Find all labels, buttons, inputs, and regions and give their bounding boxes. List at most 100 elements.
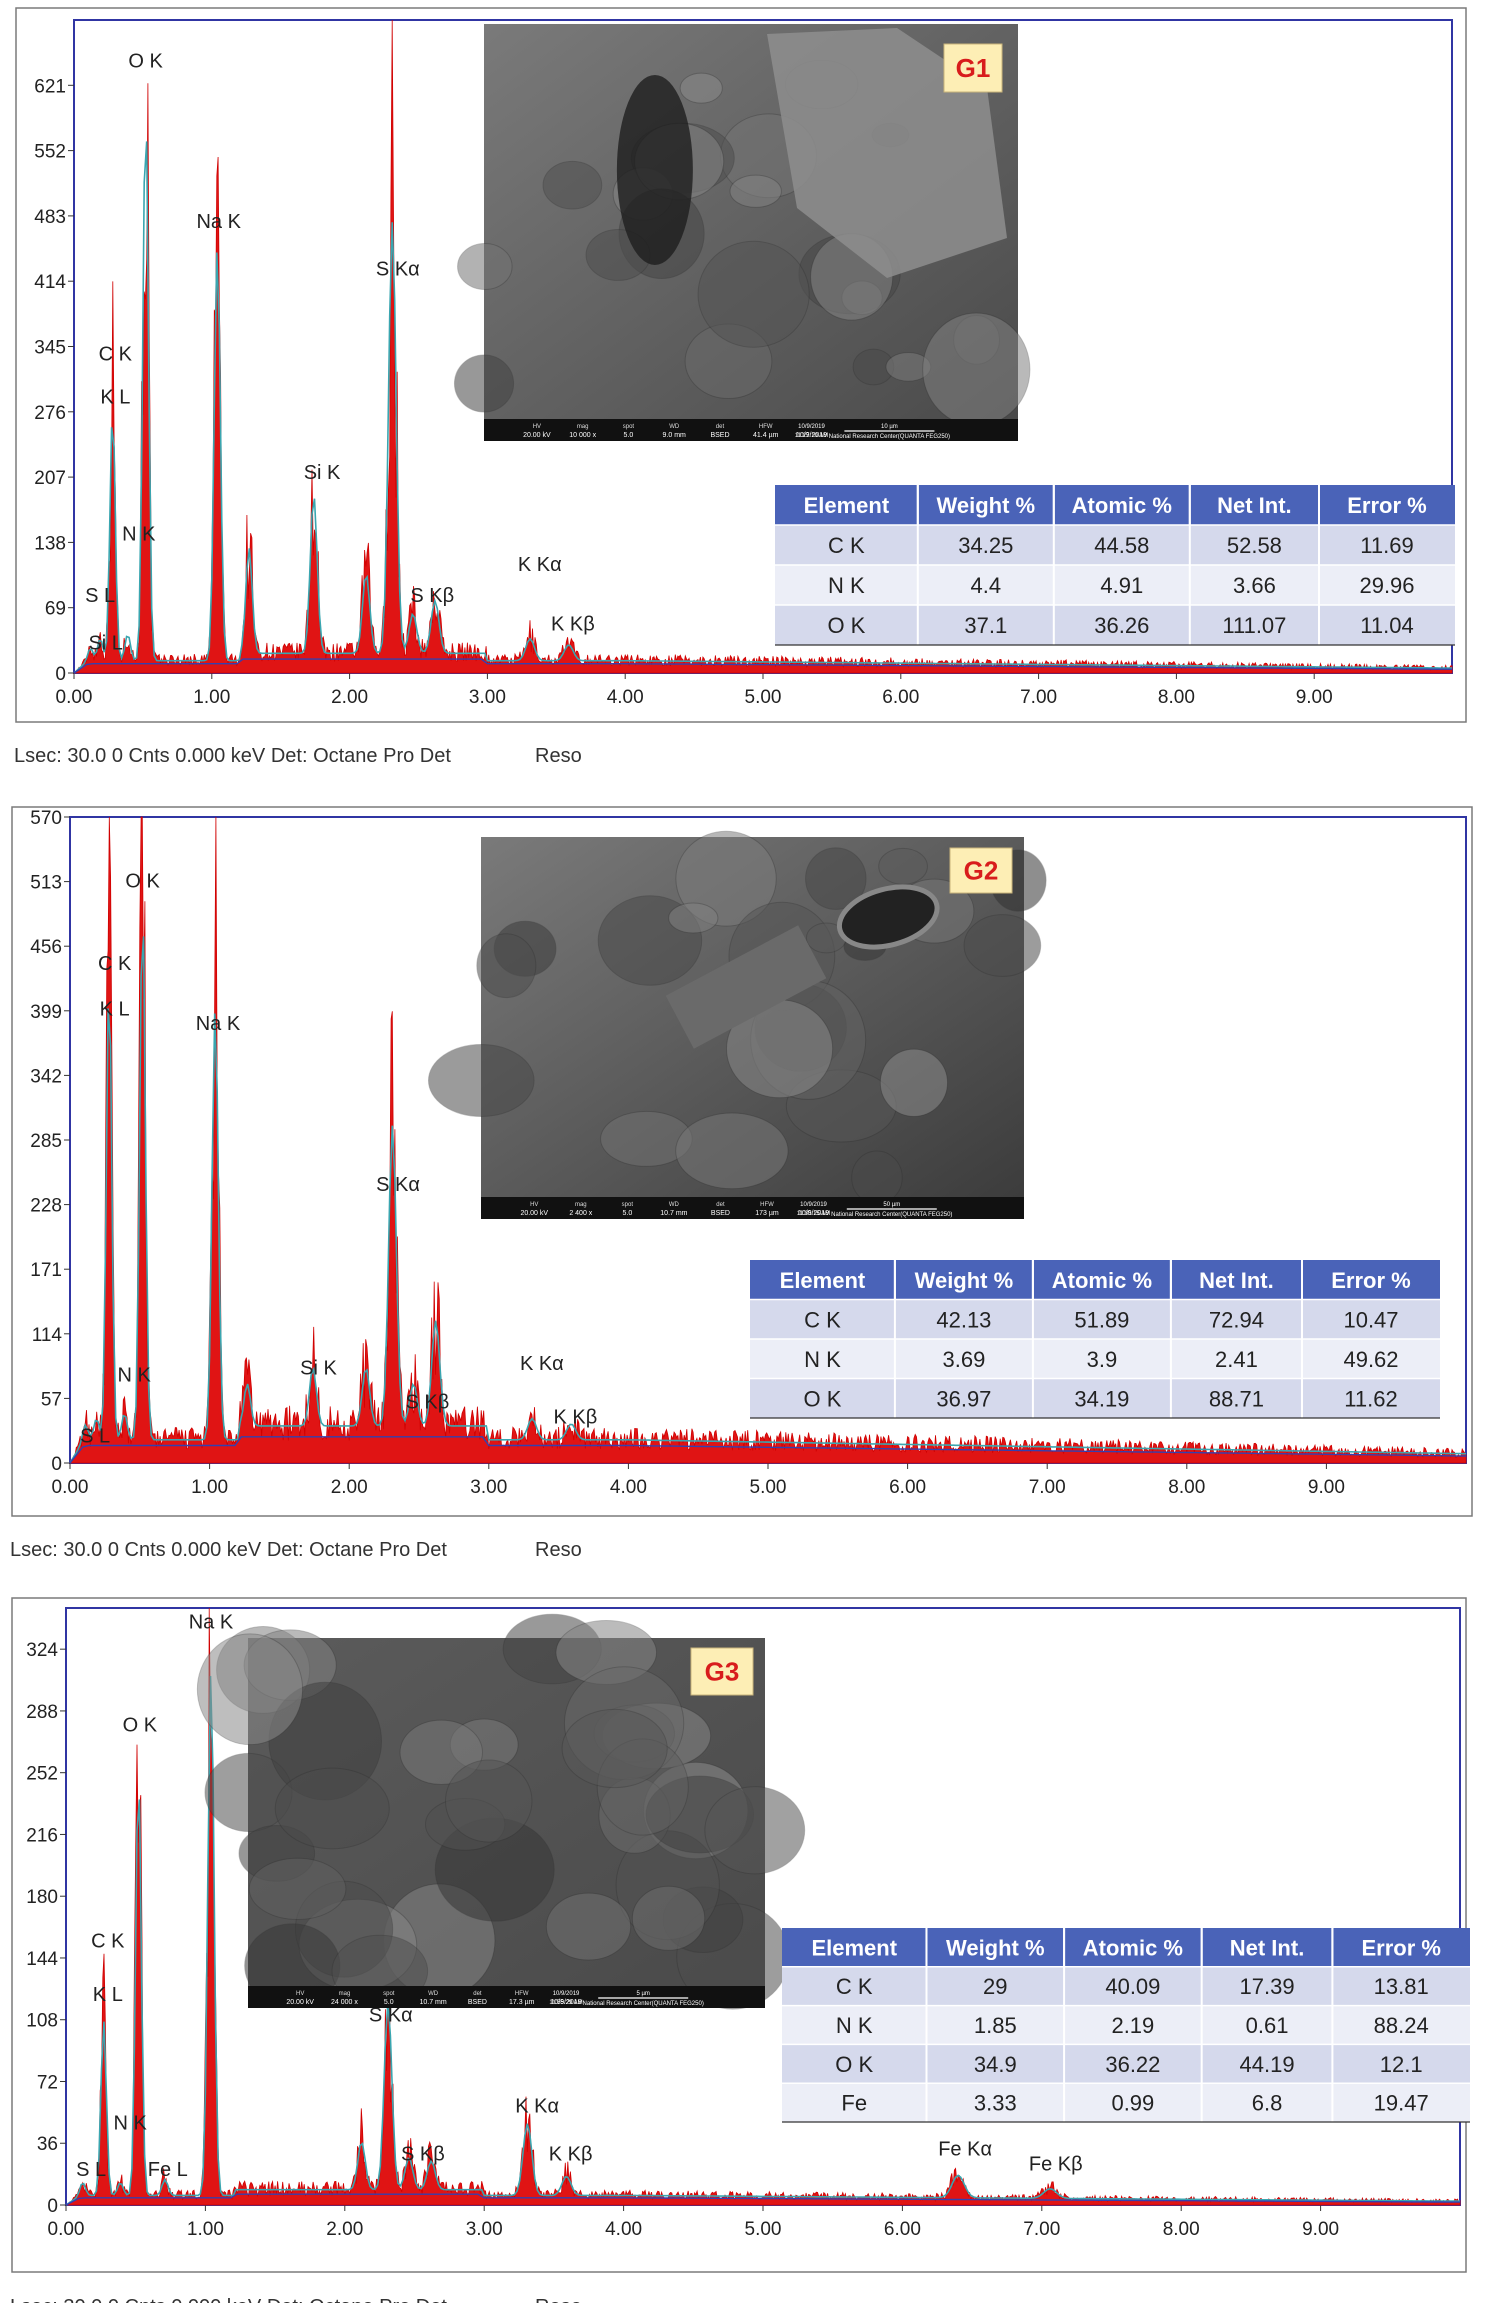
x-tick-label: 4.00 — [605, 2219, 642, 2240]
sem-texture — [922, 312, 1031, 427]
table-cell: 11.62 — [1344, 1386, 1397, 1411]
y-tick-label: 285 — [30, 1131, 62, 1152]
fit-line — [73, 141, 1453, 674]
table-header-cell: Error % — [1331, 1268, 1410, 1293]
y-tick-label: 399 — [30, 1002, 62, 1023]
y-tick-label: 180 — [26, 1887, 58, 1908]
table-header-cell: Element — [780, 1268, 866, 1293]
x-tick-label: 8.00 — [1168, 1477, 1205, 1498]
sem-info-label: HV — [533, 424, 541, 430]
table-cell: 42.13 — [936, 1307, 991, 1332]
background-line — [69, 1436, 1467, 1464]
sem-info-value: 9.0 mm — [663, 432, 687, 439]
table-row — [782, 2005, 1470, 2045]
sample-tag — [949, 847, 1013, 894]
composition-table: Element Weight % Atomic % Net Int. Error % C … — [750, 1260, 1440, 1419]
table-cell: 2.41 — [1215, 1347, 1258, 1372]
sem-info-value: 5.0 — [624, 432, 634, 439]
sem-texture — [668, 902, 719, 934]
table-header-cell: Atomic % — [1072, 493, 1172, 518]
table-cell: 44.19 — [1240, 2052, 1295, 2077]
y-tick-label: 57 — [41, 1389, 62, 1410]
table-cell: 36.22 — [1105, 2052, 1160, 2077]
panel-g2: 0 57 114 171 228 285 342 399 456 513 570 0.00 1.00 2.… — [10, 806, 1473, 1561]
y-tick-label: 36 — [37, 2134, 58, 2155]
peak-label: Fe Kα — [938, 2138, 992, 2160]
sem-info-label: mag — [577, 424, 589, 430]
x-tick-label: 7.00 — [1029, 1477, 1066, 1498]
y-tick-label: 570 — [30, 808, 62, 829]
fit-line — [65, 1675, 1460, 2206]
sem-info-value: 17.3 µm — [509, 1999, 535, 2006]
sem-info-value: 10/9/2019 — [550, 1999, 581, 2006]
background-line — [73, 658, 1453, 674]
table-header-cell: Weight % — [937, 493, 1036, 518]
x-tick-label: 4.00 — [607, 687, 644, 708]
table-cell: 0.61 — [1246, 2013, 1289, 2038]
footer-status: Lsec: 30.0 0 Cnts 0.000 keV Det: Octane … — [10, 2296, 447, 2303]
x-tick-label: 9.00 — [1302, 2219, 1339, 2240]
table-header-cell: Atomic % — [1083, 1935, 1183, 1960]
sem-info-label: HV — [530, 1202, 538, 1208]
sem-time: 11:55:29 AM — [549, 2000, 582, 2006]
table-header-cell: Net Int. — [1230, 1935, 1305, 1960]
sem-texture — [542, 160, 603, 210]
peak-label: K Kα — [520, 1353, 564, 1375]
table-cell: 10.47 — [1343, 1307, 1398, 1332]
table-header-cell: Weight % — [946, 1935, 1045, 1960]
composition-table: Element Weight % Atomic % Net Int. Error % C … — [775, 485, 1455, 646]
sem-info-value: BSED — [710, 432, 729, 439]
x-tick-label: 1.00 — [191, 1477, 228, 1498]
sem-texture — [805, 847, 867, 910]
x-tick-label: 3.00 — [466, 2219, 503, 2240]
table-cell: 19.47 — [1374, 2091, 1429, 2116]
x-tick-label: 6.00 — [884, 2219, 921, 2240]
peak-label: C K — [98, 953, 132, 975]
y-tick-label: 138 — [34, 533, 66, 554]
table-row — [782, 2083, 1470, 2122]
peak-label: N K — [118, 1364, 152, 1386]
sem-texture — [561, 1708, 668, 1789]
y-tick-label: 276 — [34, 403, 66, 424]
x-tick-label: 7.00 — [1023, 2219, 1060, 2240]
table-cell: 51.89 — [1074, 1307, 1129, 1332]
table-header — [775, 485, 1455, 525]
peak-label: K L — [93, 1984, 123, 2006]
table-cell: 3.33 — [974, 2091, 1017, 2116]
sem-time: 11:27:10 AM — [795, 433, 828, 439]
panel-g1: 0 69 138 207 276 345 414 483 552 621 0.00 1.00 2.00 3… — [14, 7, 1467, 767]
y-tick-label: 252 — [26, 1764, 58, 1785]
table-cell: 12.1 — [1380, 2052, 1423, 2077]
table-cell: 44.58 — [1094, 533, 1149, 558]
sem-texture — [675, 830, 777, 927]
peak-label: S Kβ — [406, 1392, 450, 1414]
table-cell: 34.9 — [974, 2052, 1017, 2077]
sem-info-bar — [484, 419, 1018, 441]
y-tick-label: 552 — [34, 142, 66, 163]
table-cell: 36.26 — [1094, 613, 1149, 638]
x-tick-label: 8.00 — [1158, 687, 1195, 708]
x-tick-label: 4.00 — [610, 1477, 647, 1498]
x-tick-label: 7.00 — [1020, 687, 1057, 708]
y-tick-label: 144 — [26, 1949, 58, 1970]
sem-lab: National Research Center(QUANTA FEG250) — [829, 434, 950, 440]
sem-texture — [675, 1112, 789, 1190]
y-tick-label: 0 — [51, 1454, 62, 1475]
x-tick-label: 3.00 — [470, 1477, 507, 1498]
x-tick-label: 3.00 — [469, 687, 506, 708]
y-tick-label: 108 — [26, 2011, 58, 2032]
x-tick-label: 0.00 — [52, 1477, 89, 1498]
table-cell: 11.69 — [1360, 533, 1413, 558]
sem-scale-label: 10 µm — [881, 424, 898, 430]
axes: 0 57 114 171 228 285 342 399 456 513 570 0.00 1.00 2.… — [30, 808, 1345, 1498]
table-cell: 6.8 — [1252, 2091, 1283, 2116]
footer-status: Lsec: 30.0 0 Cnts 0.000 keV Det: Octane … — [14, 745, 451, 767]
peak-label: Si K — [304, 462, 341, 484]
sem-scale-label: 50 µm — [883, 1202, 900, 1208]
table-row — [750, 1339, 1440, 1379]
x-tick-label: 0.00 — [56, 687, 93, 708]
fit-line — [69, 936, 1466, 1464]
sample-tag-label: G3 — [705, 1657, 740, 1687]
table-cell: 34.25 — [958, 533, 1013, 558]
